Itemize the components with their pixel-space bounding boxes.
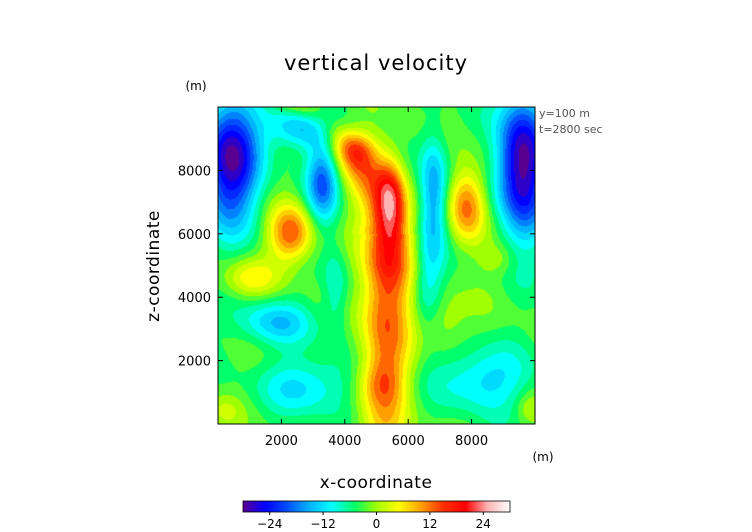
colorbar-bar	[242, 500, 511, 513]
x-axis: 2000 4000 6000 8000	[265, 107, 488, 449]
y-tick-label: 2000	[178, 355, 211, 370]
y-tick-label: 4000	[178, 291, 211, 306]
colorbar-tick-label: 24	[476, 517, 491, 531]
colorbar-tick-label: −24	[257, 517, 282, 531]
y-axis-label: z-coordinate	[144, 210, 164, 322]
x-tick-label: 2000	[265, 434, 298, 449]
x-tick-label: 8000	[455, 434, 488, 449]
x-axis-label: x-coordinate	[320, 473, 433, 493]
x-tick-label: 6000	[392, 434, 425, 449]
x-tick-label: 4000	[328, 434, 361, 449]
plot-frame	[217, 106, 536, 425]
y-tick-label: 6000	[178, 228, 211, 243]
heatmap-plot-area	[217, 106, 536, 425]
chart-title: vertical velocity	[284, 51, 468, 75]
y-tick-label: 8000	[178, 164, 211, 179]
colorbar-tick-label: 12	[422, 517, 437, 531]
annotation-y: y=100 m	[539, 107, 590, 120]
heatmap-field	[218, 107, 535, 424]
y-axis: 2000 4000 6000 8000	[178, 164, 535, 370]
colorbar-tick-label: −12	[310, 517, 335, 531]
y-unit-label: (m)	[185, 79, 206, 93]
colorbar-tick-label: 0	[373, 517, 381, 531]
annotation-t: t=2800 sec	[539, 123, 603, 136]
x-unit-label: (m)	[532, 450, 553, 464]
colorbar: −24 −12 0 12 24	[242, 500, 511, 531]
